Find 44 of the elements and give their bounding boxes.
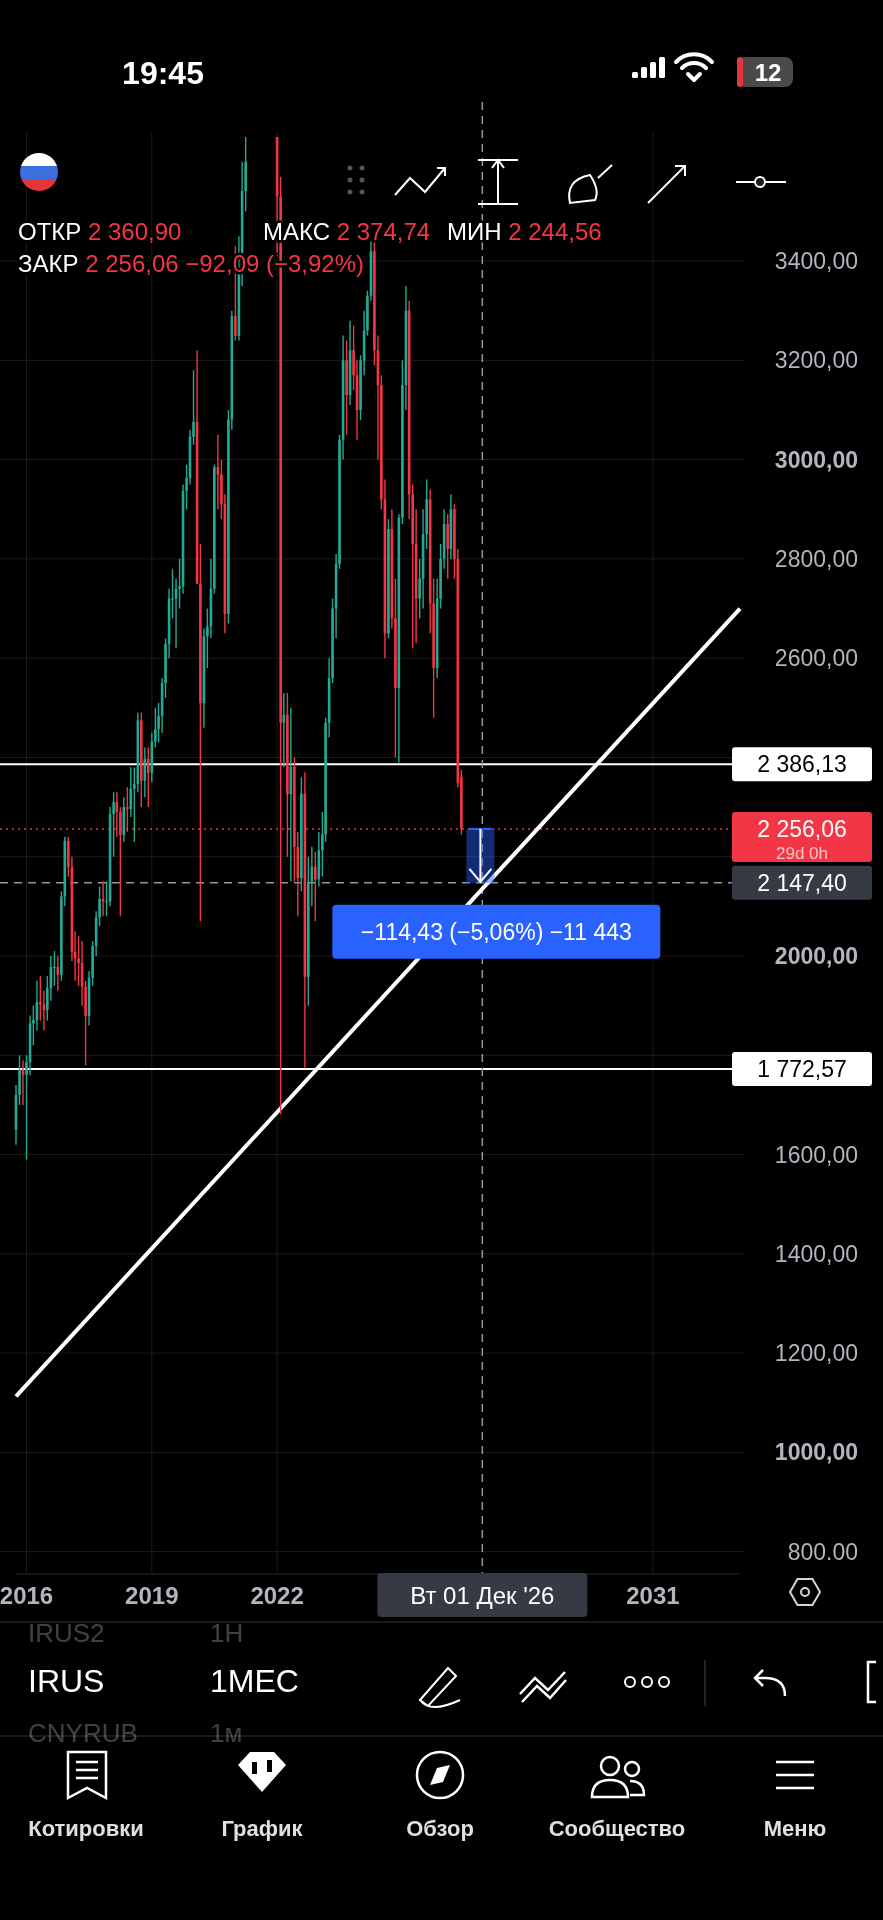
text: Сообщество — [548, 1816, 686, 1841]
annotation: −114,43 (−5,06%) −11 443 — [360, 918, 632, 945]
y-tick-label: 2000,00 — [774, 943, 858, 969]
y-tick-label: 2600,00 — [774, 645, 858, 672]
text: Котировки — [28, 1816, 144, 1841]
y-tick-label: 1200,00 — [774, 1340, 858, 1367]
ref-line-label: 1 772,57 — [757, 1055, 847, 1082]
text: IRUS2 — [28, 1618, 105, 1648]
ref-line-label: 2 256,06 — [757, 815, 847, 842]
candlestick — [146, 746, 150, 808]
candlestick — [345, 339, 348, 436]
annotation: МИН 2 244,56 — [447, 218, 602, 245]
y-tick-label: 1600,00 — [774, 1141, 858, 1168]
candlestick — [387, 518, 390, 640]
candlestick — [313, 851, 317, 922]
text: График — [221, 1816, 304, 1841]
candlestick — [53, 950, 56, 987]
text: 1Н — [210, 1618, 244, 1648]
x-tick-label: 2019 — [125, 1582, 179, 1609]
y-tick-label: 800.00 — [787, 1538, 858, 1565]
y-tick-label: 1000,00 — [774, 1439, 858, 1466]
text: CNYRUB — [28, 1718, 138, 1748]
ref-line-label: 2 386,13 — [757, 751, 847, 778]
text: Меню — [763, 1816, 827, 1841]
text: 12 — [754, 59, 782, 86]
text: 19:45 — [122, 55, 204, 91]
text: Обзор — [406, 1816, 474, 1841]
y-tick-label: 2800,00 — [774, 545, 858, 572]
text: 29d 0h — [776, 843, 828, 863]
annotation: ОТКР 2 360,90 — [18, 218, 182, 245]
ref-line-label: 2 147,40 — [757, 869, 847, 896]
candlestick — [300, 776, 303, 893]
y-tick-label: 3200,00 — [774, 347, 858, 374]
x-tick-label: 2022 — [250, 1582, 304, 1609]
y-tick-label: 3400,00 — [774, 248, 858, 275]
x-tick-label: 2016 — [0, 1582, 54, 1609]
ref-line-label: Вт 01 Дек '26 — [410, 1582, 555, 1609]
x-tick-label: 2031 — [626, 1582, 680, 1609]
candlestick — [129, 766, 133, 818]
text: IRUS — [28, 1663, 105, 1699]
y-tick-label: 3000,00 — [774, 446, 858, 473]
text: 1м — [210, 1718, 243, 1748]
text: 1МЕС — [210, 1663, 299, 1699]
y-tick-label: 1400,00 — [774, 1240, 858, 1267]
